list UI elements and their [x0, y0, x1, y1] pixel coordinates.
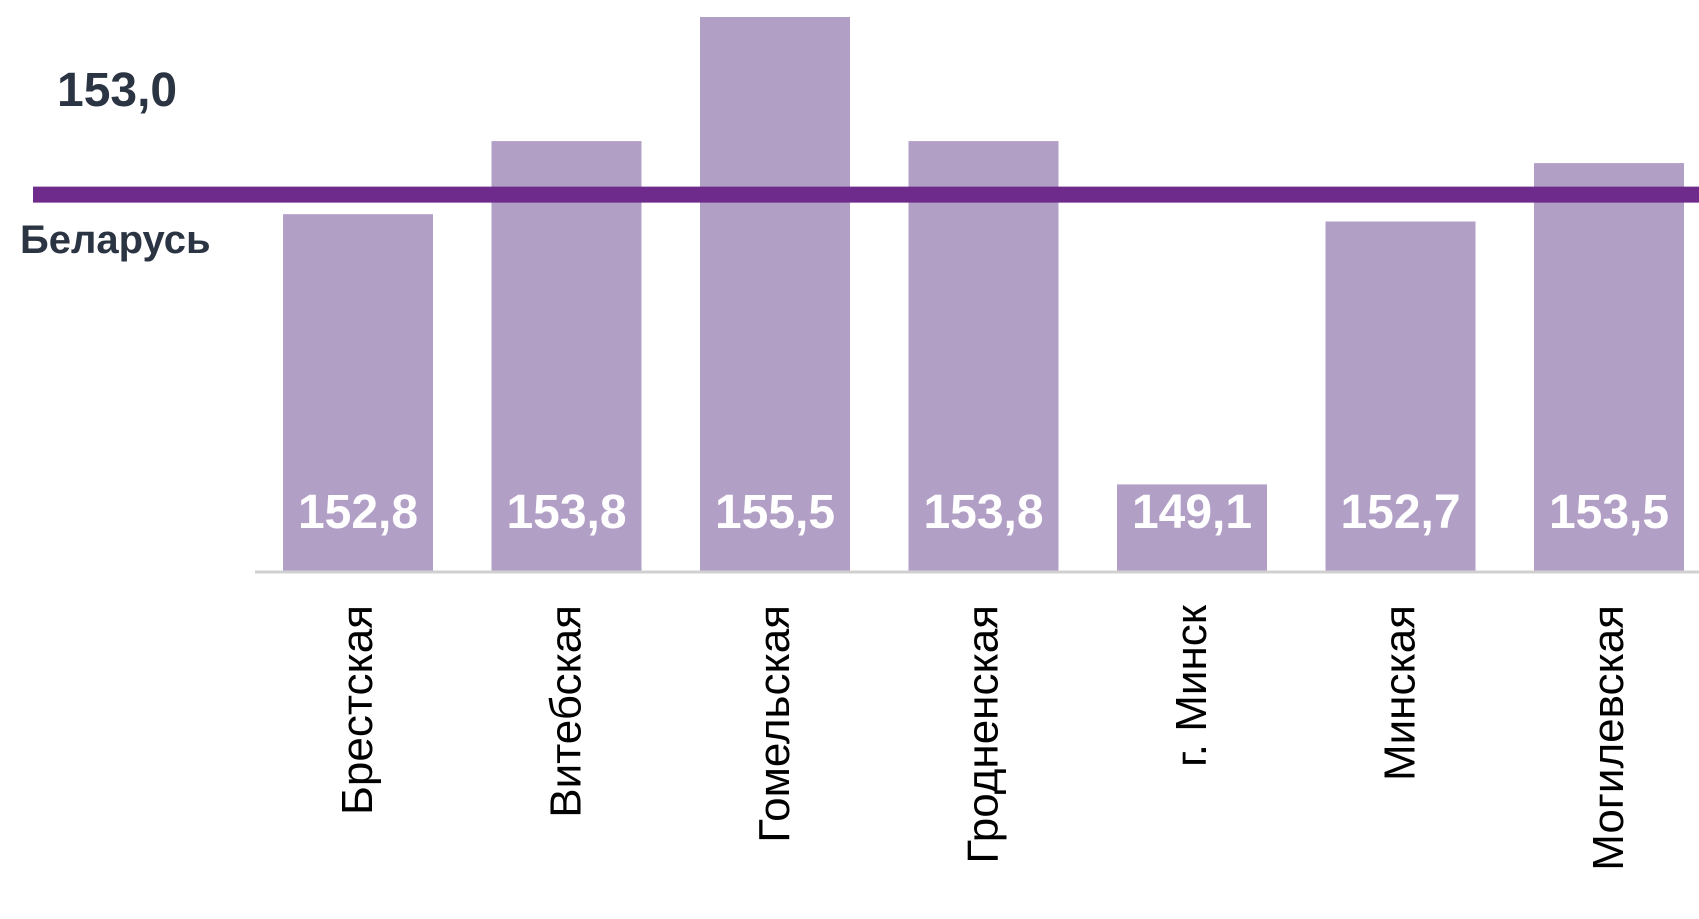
reference-value-label: 153,0 [57, 64, 177, 117]
bar-value-labels: 152,8 153,8 155,5 153,8 149,1 152,7 153,5 [298, 486, 1669, 539]
bar [283, 214, 433, 572]
category-label: Гродненская [959, 605, 1008, 864]
bar-value-label: 152,7 [1340, 486, 1460, 539]
bar-value-label: 153,5 [1549, 486, 1669, 539]
category-label: Минская [1376, 605, 1425, 781]
category-label: Гомельская [750, 605, 799, 843]
bar [1117, 484, 1267, 572]
bar [700, 17, 850, 572]
bar [491, 141, 642, 572]
bars-layer [283, 17, 1684, 572]
category-label: г. Минск [1167, 604, 1216, 767]
bar-value-label: 152,8 [298, 486, 418, 539]
category-label: Брестская [333, 605, 382, 815]
category-label: Могилевская [1584, 605, 1633, 871]
bar-value-label: 149,1 [1132, 486, 1252, 539]
bar-value-label: 153,8 [923, 486, 1043, 539]
category-label: Витебская [542, 605, 591, 818]
bar-value-label: 155,5 [715, 486, 835, 539]
bar [1325, 221, 1476, 572]
bar [1534, 163, 1684, 572]
bar [908, 141, 1059, 572]
category-labels: Брестская Витебская Гомельская Гродненская г… [333, 604, 1633, 871]
bar-value-label: 153,8 [506, 486, 626, 539]
reference-line-label: Беларусь [20, 218, 211, 262]
